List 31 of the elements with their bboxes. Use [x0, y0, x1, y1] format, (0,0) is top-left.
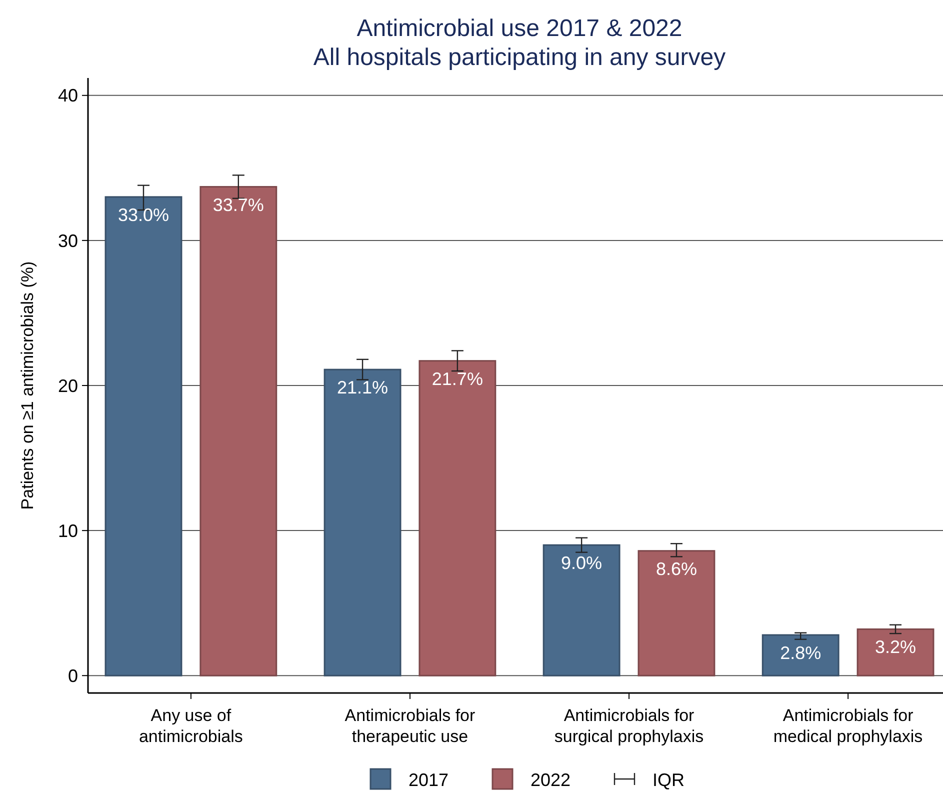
x-tick-label: Antimicrobials for surgical prophylaxis [554, 706, 704, 746]
data-label: 33.7% [212, 194, 264, 215]
y-tick-label: 10 [58, 520, 78, 541]
bar [762, 634, 840, 676]
data-label: 3.2% [874, 637, 916, 658]
data-label: 21.1% [337, 378, 388, 398]
bar [200, 186, 278, 676]
data-label: 9.0% [561, 553, 602, 574]
legend-label: 2022 [530, 770, 571, 790]
chart-title: Antimicrobial use 2017 & 2022 [356, 15, 682, 42]
bar [418, 360, 496, 676]
bar [856, 628, 934, 676]
y-tick-label: 30 [58, 230, 78, 251]
x-tick-label: Any use of antimicrobials [138, 706, 243, 746]
x-tick-label: Antimicrobials for therapeutic use [344, 706, 476, 746]
bar [542, 544, 620, 676]
y-tick-label: 40 [58, 86, 78, 106]
x-tick-label: Antimicrobials for medical prophylaxis [773, 706, 923, 746]
bar [324, 368, 402, 676]
y-tick-label: 0 [68, 666, 78, 686]
bar [104, 196, 182, 676]
data-label: 33.0% [118, 204, 170, 225]
legend-label: 2017 [408, 770, 449, 790]
text: IQR [652, 770, 685, 790]
chart-subtitle: All hospitals participating in any survey [313, 44, 726, 71]
y-tick-label: 20 [58, 376, 78, 396]
y-axis-title: Patients on ≥1 antimicrobials (%) [18, 261, 37, 510]
data-label: 2.8% [780, 642, 822, 663]
data-label: 21.7% [432, 368, 483, 389]
data-label: 8.6% [656, 558, 697, 579]
bar [638, 550, 716, 676]
